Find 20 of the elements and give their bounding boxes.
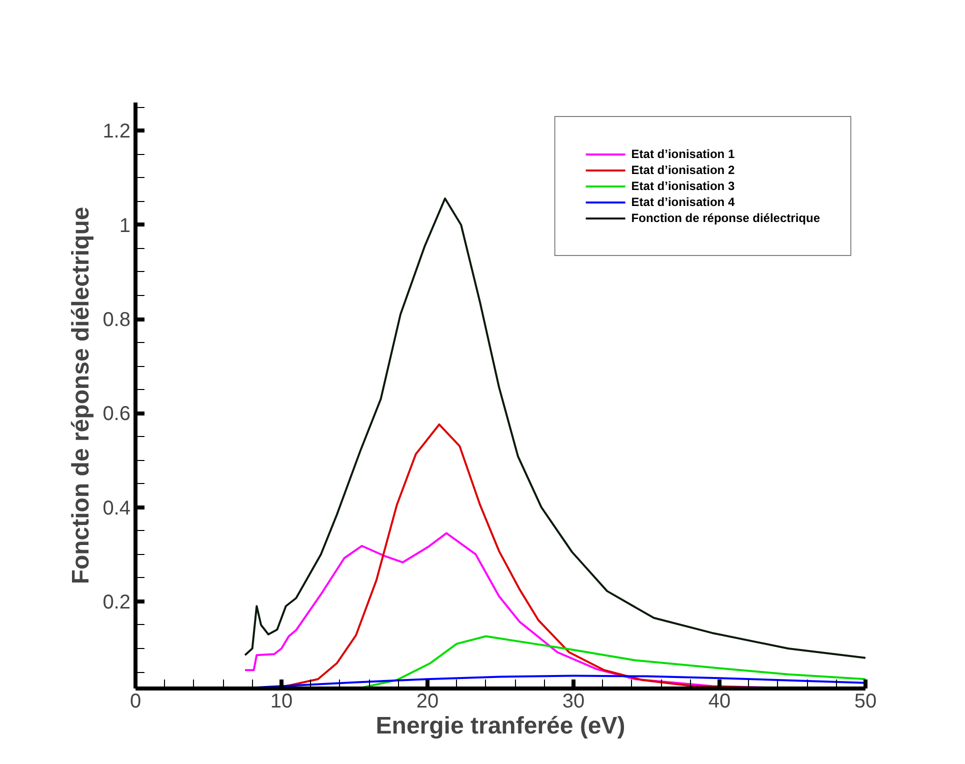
- legend-label: Fonction de réponse diélectrique: [631, 211, 820, 225]
- x-tick-label: 30: [562, 690, 585, 712]
- legend-label: Etat d’ionisation 4: [631, 195, 735, 209]
- x-tick-label: 20: [416, 690, 439, 712]
- x-axis-title: Energie tranferée (eV): [376, 712, 626, 740]
- y-tick-label: 0.8: [102, 309, 131, 332]
- y-tick-label: 1.2: [102, 120, 131, 143]
- legend-label: Etat d’ionisation 3: [631, 179, 735, 193]
- x-tick-label: 50: [854, 690, 877, 712]
- legend-label: Etat d’ionisation 2: [631, 163, 735, 177]
- line-series: [244, 198, 866, 659]
- y-tick-label: 0.4: [102, 497, 131, 520]
- x-tick-label: 10: [270, 690, 293, 712]
- x-tick-label: 0: [130, 690, 142, 712]
- y-tick-label: 1: [119, 214, 130, 237]
- legend-label: Etat d’ionisation 1: [631, 147, 735, 161]
- y-axis-title: Fonction de réponse diélectrique: [68, 206, 95, 584]
- y-tick-label: 0.2: [102, 591, 131, 614]
- x-tick-label: 40: [708, 690, 731, 712]
- y-tick-label: 0.6: [102, 403, 131, 426]
